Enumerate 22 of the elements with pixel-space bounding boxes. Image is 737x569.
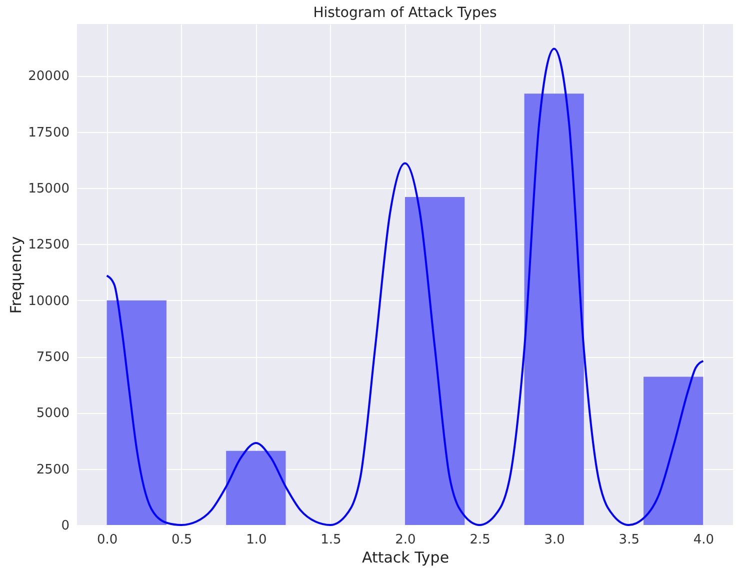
x-tick-label: 3.0 (544, 532, 565, 548)
line-series (106, 48, 704, 526)
x-tick-label: 0.0 (96, 532, 118, 548)
x-tick-label: 2.0 (395, 532, 416, 548)
x-tick-label: 2.5 (470, 532, 490, 548)
chart-title: Histogram of Attack Types (313, 5, 497, 21)
x-tick-label: 0.5 (172, 532, 192, 548)
y-tick-label: 7500 (36, 350, 70, 365)
y-tick-label: 15000 (28, 182, 70, 197)
y-axis-title: Frequency (7, 236, 26, 314)
x-tick-label: 4.0 (693, 532, 714, 548)
x-tick-label: 3.5 (618, 532, 640, 548)
x-tick-label: 1.5 (320, 532, 342, 548)
y-tick-label: 0 (61, 518, 70, 534)
y-tick-label: 12500 (28, 238, 70, 253)
y-tick-label: 17500 (28, 125, 70, 140)
y-tick-label: 5000 (36, 406, 70, 422)
x-tick-label: 1.0 (246, 532, 267, 548)
y-tick-label: 20000 (28, 69, 70, 84)
y-tick-label: 2500 (36, 462, 70, 478)
y-tick-label: 10000 (28, 294, 70, 309)
x-axis-title: Attack Type (362, 548, 450, 566)
